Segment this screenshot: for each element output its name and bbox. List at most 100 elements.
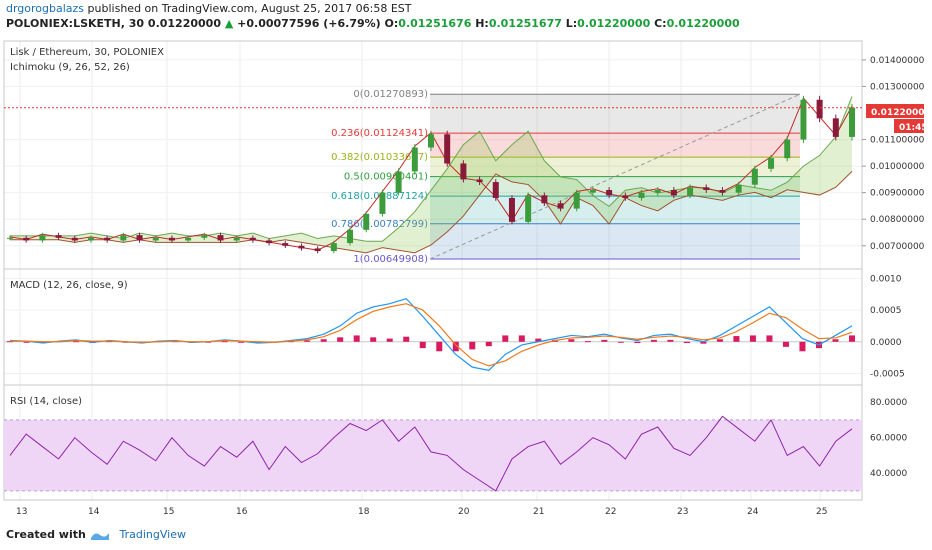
x-tick-label: 22 xyxy=(605,507,616,517)
fib-level-label: 0.236(0.01124341) xyxy=(331,128,428,139)
high-label: H: xyxy=(475,17,489,30)
rsi-pane-title: RSI (14, close) xyxy=(10,396,82,407)
candle-body xyxy=(201,235,208,238)
macd-histogram-bar xyxy=(568,339,575,342)
candle-body xyxy=(266,240,273,244)
up-arrow-icon: ▲ xyxy=(224,17,234,30)
fib-zone xyxy=(430,223,800,260)
footer: Created with TradingView xyxy=(6,528,186,542)
candle-body xyxy=(525,195,532,222)
candle-body xyxy=(751,168,758,185)
open-value: 0.01251676 xyxy=(398,17,472,30)
tradingview-link[interactable]: TradingView xyxy=(119,528,186,541)
candle-body xyxy=(606,190,613,196)
close-value: 0.01220000 xyxy=(666,17,740,30)
candle-body xyxy=(735,184,742,193)
macd-histogram-bar xyxy=(667,339,674,342)
macd-histogram-bar xyxy=(716,339,723,342)
fibonacci-retracement: 0(0.01270893) 0.236(0.01124341) 0.382(0.01… xyxy=(331,89,801,265)
macd-histogram-bar xyxy=(73,341,80,343)
candle-body xyxy=(217,235,224,241)
x-tick-label: 23 xyxy=(677,507,688,517)
fib-trendline xyxy=(429,93,801,260)
macd-histogram-bar xyxy=(617,341,624,343)
candle-body xyxy=(282,243,289,246)
x-tick-label: 25 xyxy=(816,507,827,517)
publish-info: published on TradingView.com, August 25,… xyxy=(87,2,412,15)
candle-body xyxy=(363,213,370,230)
rsi-band xyxy=(4,419,862,491)
price-y-tick-label: 0.01400000 xyxy=(870,56,925,66)
candle-body xyxy=(719,190,726,193)
macd-histogram-bar xyxy=(518,335,525,342)
x-tick-label: 14 xyxy=(88,507,100,517)
rsi-line xyxy=(9,415,853,492)
price-y-tick-label: 0.00900000 xyxy=(870,189,925,199)
candle-body xyxy=(541,195,548,204)
rsi-series xyxy=(4,415,862,492)
y-axes: 0.01400000 0.01300000 0.01100000 0.01000000… xyxy=(862,56,925,479)
macd-histogram-bar xyxy=(782,341,789,347)
author-link[interactable]: drgorogbalazs xyxy=(6,2,85,15)
candle-body xyxy=(557,203,564,209)
candle-body xyxy=(428,134,434,148)
macd-histogram-bar xyxy=(584,341,591,343)
x-tick-label: 24 xyxy=(747,507,759,517)
candle-body xyxy=(120,235,127,241)
candle-body xyxy=(573,192,580,209)
x-tick-label: 13 xyxy=(16,507,27,517)
candle-body xyxy=(460,163,467,180)
macd-line xyxy=(9,297,853,371)
fib-zone xyxy=(430,94,800,134)
tradingview-logo-icon xyxy=(90,533,109,540)
fib-level-label: 0(0.01270893) xyxy=(353,89,428,100)
candle-body xyxy=(476,179,483,183)
low-value: 0.01220000 xyxy=(577,17,651,30)
x-tick-label: 16 xyxy=(236,507,248,517)
candle-body xyxy=(185,237,192,241)
rsi-y-tick-label: 80.0000 xyxy=(870,398,907,408)
price-tag: 0.01220000 xyxy=(866,104,931,118)
created-with-label: Created with xyxy=(6,528,86,541)
x-tick-label: 21 xyxy=(533,507,544,517)
open-label: O: xyxy=(384,17,399,30)
candle-body xyxy=(670,190,677,196)
fib-level-label: 0.786(0.00782799) xyxy=(331,219,428,230)
macd-histogram-bar xyxy=(436,341,443,352)
macd-histogram-bar xyxy=(386,338,393,342)
macd-histogram-bar xyxy=(502,335,509,342)
time-tag-bg xyxy=(894,119,924,133)
candles xyxy=(7,95,855,254)
last-price: 0.01220000 xyxy=(147,17,221,30)
candle-body xyxy=(314,248,321,252)
macd-histogram-bar xyxy=(370,337,377,342)
macd-pane-title: MACD (12, 26, close, 9) xyxy=(10,280,128,291)
macd-y-tick-label: 0.0005 xyxy=(870,306,902,316)
candle-body xyxy=(136,235,143,241)
macd-histogram-bar xyxy=(799,341,806,352)
candle-body xyxy=(152,237,159,241)
ohlc-bar: POLONIEX:LSKETH, 30 0.01220000 ▲ +0.0007… xyxy=(6,17,740,31)
candle-body xyxy=(55,235,62,238)
macd-y-tick-label: 0.0000 xyxy=(870,338,902,348)
macd-histogram-bar xyxy=(832,339,839,342)
macd-histogram-bar xyxy=(485,341,492,347)
price-pane-title: Lisk / Ethereum, 30, POLONIEX xyxy=(10,47,164,58)
price-y-tick-label: 0.01000000 xyxy=(870,162,925,172)
candle-body xyxy=(703,187,710,191)
fib-level-label: 1(0.00649908) xyxy=(353,254,428,265)
macd-histogram-bar xyxy=(650,339,657,342)
fib-level-label: 0.5(0.00960401) xyxy=(344,172,428,183)
candle-body xyxy=(104,237,111,241)
ichimoku-label: Ichimoku (9, 26, 52, 26) xyxy=(10,62,130,73)
macd-histogram-bar xyxy=(749,335,756,342)
candle-body xyxy=(784,139,791,159)
candle-body xyxy=(589,190,596,193)
macd-histogram-bar xyxy=(700,341,707,344)
fib-zone xyxy=(430,157,800,177)
candle-body xyxy=(687,187,694,196)
candle-body xyxy=(233,237,240,241)
rsi-y-tick-label: 60.0000 xyxy=(870,434,907,444)
price-y-tick-label: 0.00800000 xyxy=(870,215,925,225)
candle-body xyxy=(816,99,823,119)
